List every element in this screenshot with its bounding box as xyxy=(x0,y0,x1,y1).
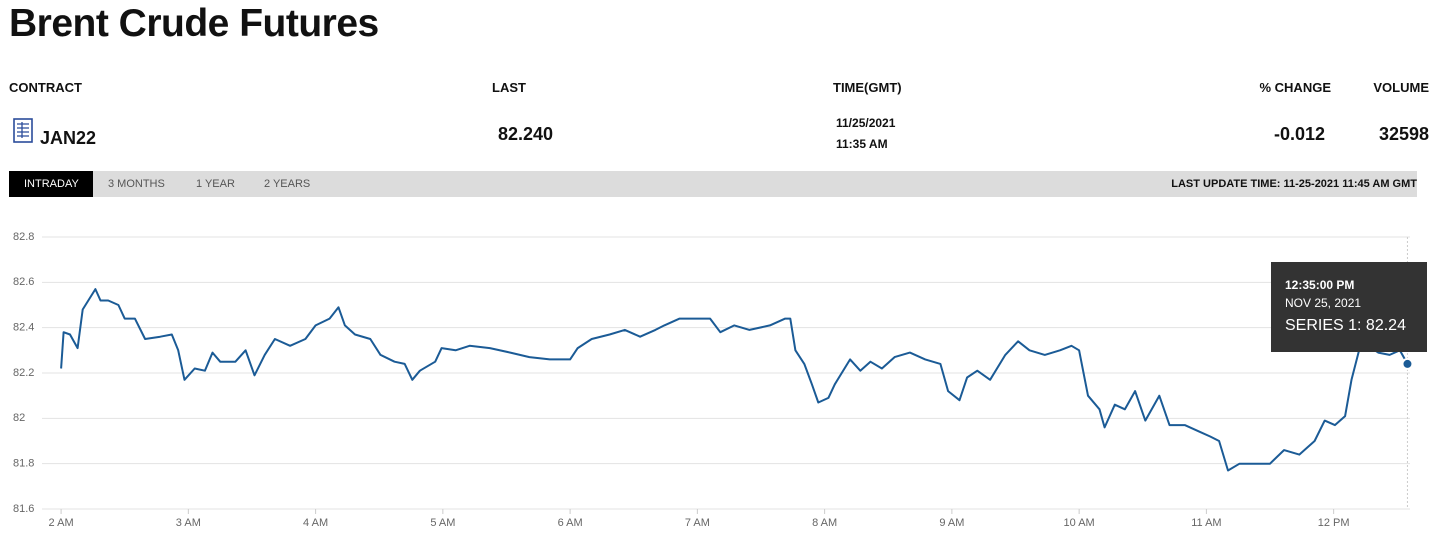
x-tick-label: 4 AM xyxy=(303,517,328,529)
x-tick-label: 12 PM xyxy=(1318,517,1350,529)
tooltip-date: NOV 25, 2021 xyxy=(1285,296,1362,310)
title: Brent Crude Futures xyxy=(9,2,379,45)
last-update: LAST UPDATE TIME: 11-25-2021 11:45 AM GM… xyxy=(1171,178,1417,190)
y-tick-label: 82.6 xyxy=(13,276,34,288)
tab-bar: INTRADAY 3 MONTHS 1 YEAR 2 YEARS LAST UP… xyxy=(9,171,1417,197)
x-tick-label: 2 AM xyxy=(49,517,74,529)
tab[interactable]: 3 MONTHS xyxy=(108,178,165,190)
x-tick-label: 8 AM xyxy=(812,517,837,529)
price-line xyxy=(60,288,1409,472)
x-tick-label: 5 AM xyxy=(430,517,455,529)
tooltip-time: 12:35:00 PM xyxy=(1285,278,1355,292)
contract-icon xyxy=(13,118,33,143)
tab[interactable]: 1 YEAR xyxy=(196,178,235,190)
tab[interactable]: INTRADAY xyxy=(9,171,93,197)
col-header: LAST xyxy=(492,80,526,95)
y-tick-label: 82.4 xyxy=(13,322,34,334)
time: 11:35 AM xyxy=(836,137,888,151)
hover-point xyxy=(1401,357,1414,370)
x-tick-label: 9 AM xyxy=(939,517,964,529)
col-header: % CHANGE xyxy=(1259,80,1331,95)
col-header: TIME(GMT) xyxy=(833,80,902,95)
x-tick-label: 6 AM xyxy=(558,517,583,529)
last: 82.240 xyxy=(498,124,554,144)
contract: JAN22 xyxy=(40,128,97,148)
y-tick-label: 82 xyxy=(13,412,25,424)
x-tick-label: 3 AM xyxy=(176,517,201,529)
tooltip-value: SERIES 1: 82.24 xyxy=(1285,317,1406,334)
x-tick-label: 11 AM xyxy=(1191,517,1221,529)
y-tick-label: 82.8 xyxy=(13,231,34,243)
date: 11/25/2021 xyxy=(836,116,896,130)
x-tick-label: 7 AM xyxy=(685,517,710,529)
col-header: VOLUME xyxy=(1373,80,1429,95)
tab[interactable]: 2 YEARS xyxy=(264,178,311,190)
y-tick-label: 81.6 xyxy=(13,503,34,515)
change: -0.012 xyxy=(1273,124,1325,144)
y-tick-label: 81.8 xyxy=(13,458,34,470)
y-tick-label: 82.2 xyxy=(13,367,34,379)
col-header: CONTRACT xyxy=(9,80,82,95)
x-tick-label: 10 AM xyxy=(1064,517,1095,529)
volume: 32598 xyxy=(1378,124,1429,144)
tooltip: 12:35:00 PM NOV 25, 2021 SERIES 1: 82.24 xyxy=(1271,262,1427,352)
